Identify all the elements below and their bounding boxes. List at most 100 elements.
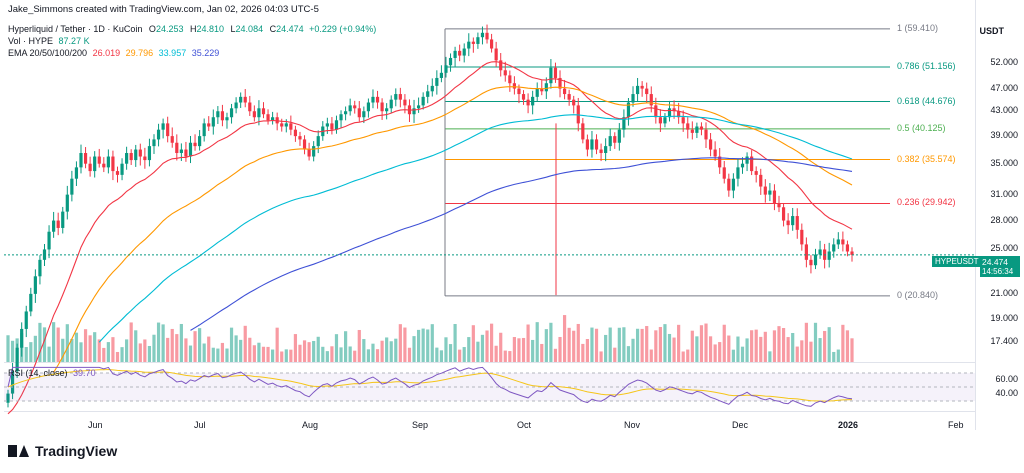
tradingview-mark-icon bbox=[8, 445, 30, 457]
volume-bar bbox=[243, 325, 247, 362]
close-label: C bbox=[269, 24, 277, 34]
rsi-line bbox=[7, 366, 853, 407]
volume-bar bbox=[567, 327, 571, 362]
volume-bar bbox=[508, 351, 512, 362]
volume-bar bbox=[503, 350, 507, 362]
volume-bar bbox=[562, 315, 567, 362]
volume-bar bbox=[640, 328, 644, 362]
volume-bar bbox=[681, 351, 685, 362]
candle-body bbox=[252, 111, 256, 118]
time-tick: Aug bbox=[302, 420, 319, 430]
candle-body bbox=[416, 105, 421, 109]
volume-bar bbox=[572, 330, 576, 362]
pane-separator bbox=[4, 362, 975, 363]
candle-body bbox=[389, 99, 393, 109]
candle-body bbox=[316, 136, 320, 147]
volume-bar bbox=[298, 344, 302, 362]
candle-body bbox=[695, 126, 699, 133]
ema100-line bbox=[98, 114, 853, 343]
candle-body bbox=[549, 67, 553, 84]
candle-body bbox=[93, 156, 97, 172]
volume-bar bbox=[804, 322, 808, 362]
candle-body bbox=[79, 153, 83, 168]
volume-bar bbox=[608, 327, 612, 362]
volume-bar bbox=[179, 323, 183, 362]
candle-body bbox=[590, 139, 594, 150]
volume-bar bbox=[362, 339, 366, 362]
candle-body bbox=[759, 174, 763, 187]
candle-body bbox=[512, 83, 516, 89]
candle-body bbox=[298, 136, 302, 140]
volume-bar bbox=[248, 337, 252, 362]
volume-bar bbox=[412, 336, 416, 362]
candle-body bbox=[88, 163, 92, 172]
volume-bar bbox=[239, 339, 243, 362]
volume-bar bbox=[631, 338, 635, 362]
volume-bar bbox=[635, 328, 640, 362]
candle-body bbox=[198, 136, 202, 147]
ema200-value: 35.229 bbox=[191, 48, 220, 58]
candle-body bbox=[134, 149, 138, 161]
volume-bar bbox=[763, 331, 767, 362]
volume-bar bbox=[549, 322, 553, 362]
candle-body bbox=[138, 149, 142, 157]
candle-body bbox=[371, 96, 375, 103]
candle-body bbox=[239, 96, 243, 103]
volume-bar bbox=[699, 325, 704, 362]
candle-body bbox=[640, 85, 644, 89]
volume-bar bbox=[24, 347, 28, 362]
brand-name: TradingView bbox=[35, 443, 118, 459]
volume-bar bbox=[453, 324, 457, 362]
volume-bar bbox=[97, 339, 101, 362]
tradingview-logo[interactable]: TradingView bbox=[8, 443, 117, 459]
candle-body bbox=[503, 70, 507, 76]
volume-bar bbox=[111, 337, 115, 362]
volume-bar bbox=[289, 349, 293, 362]
volume-bar bbox=[307, 342, 311, 362]
candle-body bbox=[458, 50, 462, 56]
ema50-value: 29.796 bbox=[125, 48, 154, 58]
time-axis-border bbox=[4, 411, 975, 412]
volume-bar bbox=[93, 332, 97, 362]
candle-body bbox=[83, 153, 88, 164]
price-tick: 47.000 bbox=[990, 82, 1018, 93]
volume-bar bbox=[521, 337, 526, 362]
candle-body bbox=[526, 99, 530, 106]
candle-body bbox=[567, 94, 571, 100]
volume-bar bbox=[809, 341, 813, 362]
volume-bar bbox=[115, 351, 120, 362]
candle-body bbox=[143, 156, 147, 161]
currency-label: USDT bbox=[979, 26, 1005, 36]
volume-bar bbox=[280, 351, 284, 362]
volume-bar bbox=[813, 322, 818, 362]
candle-body bbox=[188, 142, 193, 157]
time-tick: Sep bbox=[412, 420, 429, 430]
fib-label: 0.382 (35.574) bbox=[897, 153, 956, 164]
volume-bar bbox=[777, 326, 781, 362]
volume-bar bbox=[88, 335, 92, 362]
rsi-band bbox=[4, 373, 975, 401]
volume-bar bbox=[42, 327, 47, 362]
volume-bar bbox=[768, 351, 772, 362]
candle-body bbox=[791, 216, 795, 226]
volume-bar bbox=[818, 338, 822, 362]
volume-bar bbox=[271, 349, 275, 362]
candle-body bbox=[777, 202, 781, 208]
volume-bar bbox=[845, 330, 850, 362]
candle-body bbox=[120, 163, 124, 175]
candle-body bbox=[654, 105, 658, 118]
candle-body bbox=[663, 117, 667, 124]
volume-bar bbox=[161, 324, 165, 362]
volume-bar bbox=[207, 336, 211, 362]
volume-bar bbox=[211, 347, 215, 362]
volume-bar bbox=[389, 341, 393, 362]
candle-body bbox=[403, 99, 407, 106]
candle-body bbox=[750, 156, 754, 172]
candle-body bbox=[47, 231, 51, 250]
volume-bar bbox=[480, 334, 485, 362]
candle-body bbox=[156, 129, 161, 140]
volume-bar bbox=[102, 347, 106, 362]
candle-body bbox=[147, 146, 152, 161]
candle-body bbox=[202, 123, 206, 137]
